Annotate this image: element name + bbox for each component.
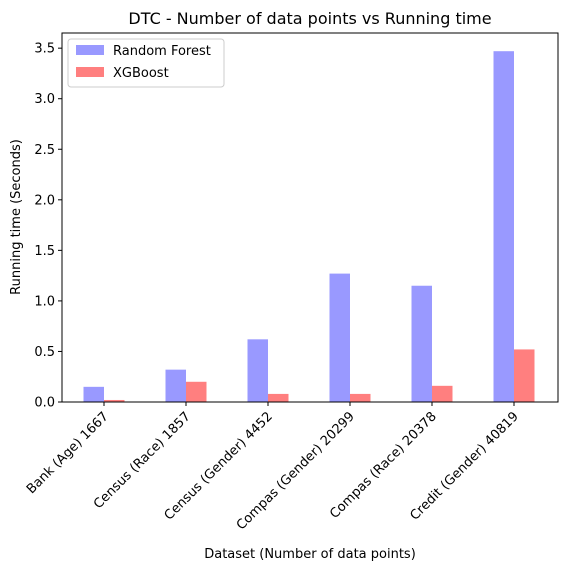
legend-label-random-forest: Random Forest (113, 44, 211, 59)
bar-random-forest-compas-gender-20299 (329, 273, 350, 402)
bar-xgboost-census-race-1857 (186, 381, 207, 402)
bar-xgboost-compas-gender-20299 (350, 393, 371, 402)
bar-xgboost-bank-age-1667 (104, 399, 125, 402)
legend: Random Forest XGBoost (67, 38, 225, 88)
bar-random-forest-census-race-1857 (165, 369, 186, 402)
y-axis-label: Running time (Seconds) (9, 139, 24, 295)
bar-random-forest-credit-gender-40819 (493, 51, 514, 402)
x-axis-label: Dataset (Number of data points) (204, 547, 416, 562)
bar-random-forest-bank-age-1667 (83, 386, 104, 402)
y-tick-label: 0.0 (34, 396, 55, 411)
y-tick-label: 0.5 (34, 345, 55, 360)
legend-swatch-xgboost (76, 67, 104, 77)
bar-xgboost-credit-gender-40819 (514, 349, 535, 402)
bar-xgboost-census-gender-4452 (268, 393, 289, 402)
legend-swatch-random-forest (76, 45, 104, 55)
y-tick-label: 2.0 (34, 193, 55, 208)
chart-title: DTC - Number of data points vs Running t… (128, 9, 491, 28)
legend-label-xgboost: XGBoost (113, 66, 169, 81)
y-tick-label: 3.5 (34, 42, 55, 57)
y-tick-label: 3.0 (34, 92, 55, 107)
x-tick-label: Bank (Age) 1667 (24, 409, 112, 497)
bar-xgboost-compas-race-20378 (432, 385, 453, 402)
y-tick-label: 1.5 (34, 244, 55, 259)
y-tick-label: 1.0 (34, 294, 55, 309)
bar-random-forest-census-gender-4452 (247, 339, 268, 402)
y-tick-label: 2.5 (34, 143, 55, 158)
plot-frame (61, 32, 559, 403)
legend-frame (67, 38, 225, 88)
bar-random-forest-compas-race-20378 (411, 285, 432, 402)
